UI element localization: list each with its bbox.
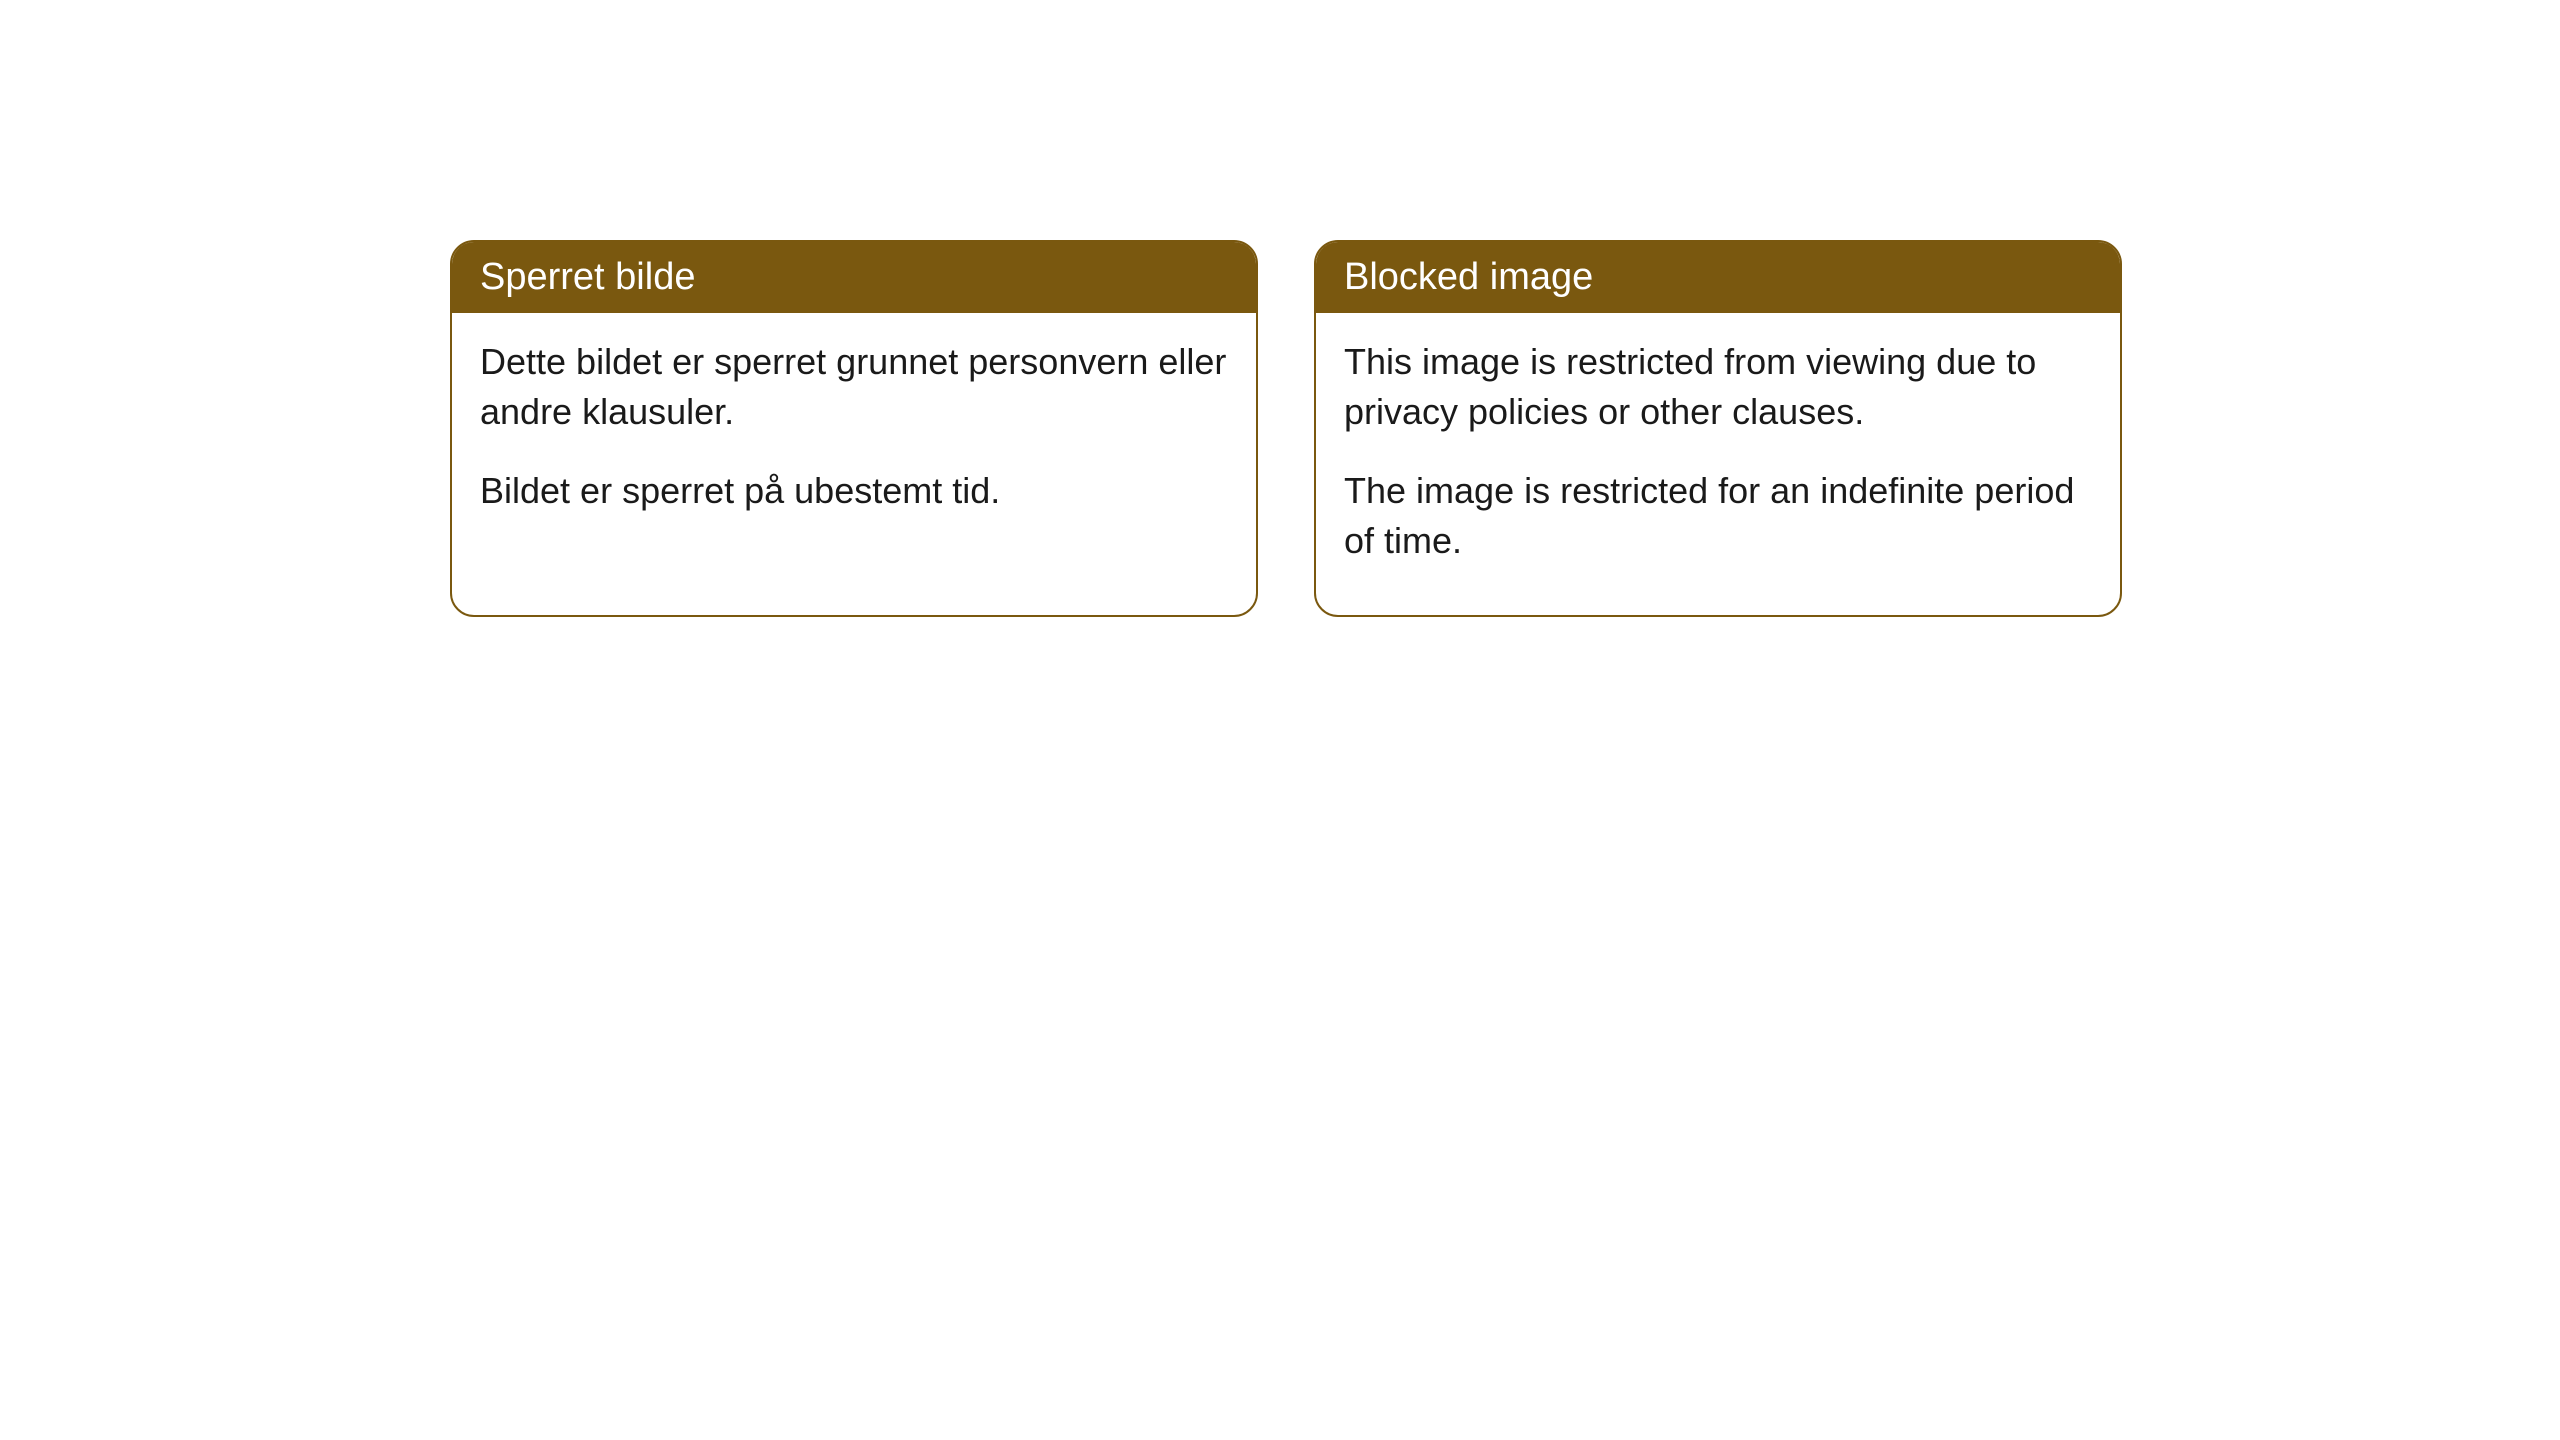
cards-container: Sperret bilde Dette bildet er sperret gr…: [450, 240, 2122, 617]
card-title: Sperret bilde: [480, 256, 695, 298]
card-header: Blocked image: [1316, 242, 2120, 313]
card-paragraph: This image is restricted from viewing du…: [1344, 337, 2092, 438]
card-paragraph: Bildet er sperret på ubestemt tid.: [480, 466, 1228, 516]
card-paragraph: Dette bildet er sperret grunnet personve…: [480, 337, 1228, 438]
card-body: Dette bildet er sperret grunnet personve…: [452, 313, 1256, 564]
card-title: Blocked image: [1344, 256, 1593, 298]
blocked-image-card-norwegian: Sperret bilde Dette bildet er sperret gr…: [450, 240, 1258, 617]
blocked-image-card-english: Blocked image This image is restricted f…: [1314, 240, 2122, 617]
card-header: Sperret bilde: [452, 242, 1256, 313]
card-body: This image is restricted from viewing du…: [1316, 313, 2120, 615]
card-paragraph: The image is restricted for an indefinit…: [1344, 466, 2092, 567]
